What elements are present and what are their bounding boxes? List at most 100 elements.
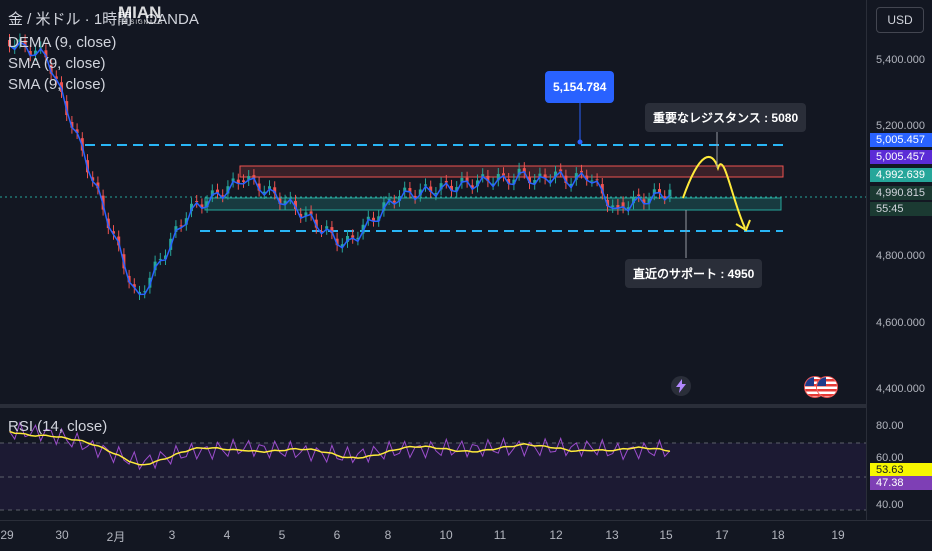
time-label: 15 [659, 528, 673, 542]
candle-body [398, 196, 401, 201]
candle-body [491, 183, 495, 185]
candle-body [335, 238, 339, 246]
candle-body [434, 193, 438, 195]
candle-body [309, 211, 313, 215]
candle-body [361, 224, 365, 234]
candle-body [403, 187, 407, 192]
lightning-icon[interactable] [671, 376, 691, 396]
resistance-callout[interactable]: 重要なレジスタンス : 5080 [645, 103, 807, 132]
rsi-tick: 80.00 [876, 420, 904, 432]
candle-body [476, 180, 479, 187]
time-label: 18 [771, 528, 785, 542]
candle-body [70, 121, 74, 128]
dema-price-label: 5,005.457 [870, 133, 932, 147]
candle-body [216, 189, 219, 193]
last-price-label: 4,992.639 [870, 168, 932, 182]
rsi-tick: 60.00 [876, 452, 904, 464]
candle-body [408, 188, 412, 193]
candle-body [460, 177, 464, 183]
candle-body [574, 173, 578, 180]
candle-body [528, 177, 531, 184]
candle-body [8, 40, 11, 47]
candle-body [580, 170, 583, 173]
candle-body [304, 212, 308, 216]
indicator-legend-sma-1[interactable]: SMA (9, close) [8, 55, 106, 72]
candle-body [294, 200, 297, 210]
brand-logo: MIAN FX SIGNALS [118, 3, 163, 26]
candle-body [538, 173, 542, 177]
price-tag-callout[interactable]: 5,154.784 [545, 71, 615, 103]
candle-body [455, 187, 459, 192]
candle-body [626, 207, 630, 210]
rsi-value-label: 47.38 [870, 476, 932, 490]
candle-body [190, 203, 193, 212]
candle-body [621, 202, 625, 208]
candle-body [49, 65, 53, 74]
price-chart[interactable] [0, 0, 866, 520]
time-label: 4 [223, 528, 231, 542]
candle-body [138, 291, 141, 295]
candle-body [543, 174, 547, 179]
price-axis[interactable] [866, 0, 932, 520]
pane-separator[interactable] [0, 404, 866, 408]
candle-body [242, 180, 245, 182]
candle-body [221, 195, 225, 197]
time-label: 12 [549, 528, 563, 542]
support-zone [204, 197, 782, 211]
candle-body [611, 205, 615, 207]
candle-body [652, 189, 656, 195]
candle-body [91, 177, 95, 181]
candle-body [210, 190, 214, 197]
candle-body [507, 178, 511, 184]
candle-body [569, 183, 573, 186]
candle-body [444, 180, 448, 183]
candle-body [392, 200, 396, 203]
candle-body [554, 171, 557, 178]
candle-body [283, 200, 287, 205]
rsi-tick: 40.00 [876, 499, 904, 511]
price-tick: 4,600.000 [876, 317, 925, 329]
rsi-legend[interactable]: RSI (14, close) [8, 418, 108, 435]
candle-body [377, 216, 381, 221]
logo-tagline: FX SIGNALS [118, 20, 164, 26]
candle-body [663, 196, 667, 199]
rsi-ma-line [9, 430, 671, 466]
candle-body [262, 191, 266, 193]
candle-body [382, 202, 386, 211]
indicator-legend-sma-2[interactable]: SMA (9, close) [8, 76, 106, 93]
support-callout[interactable]: 直近のサポート : 4950 [625, 259, 763, 288]
candle-body [34, 50, 37, 55]
candle-body [132, 284, 136, 288]
candle-body [278, 198, 282, 204]
candle-body [632, 196, 635, 204]
candle-body [174, 226, 178, 232]
candle-body [413, 195, 417, 198]
time-label: 19 [831, 528, 845, 542]
candle-body [158, 258, 162, 260]
bar-countdown-label: 55:45 [870, 202, 932, 216]
candle-body [429, 186, 433, 192]
symbol-title[interactable]: 金 / 米ドル · 1時間 · OANDA [8, 11, 199, 28]
candle-body [96, 182, 100, 189]
indicator-legend-dema[interactable]: DEMA (9, close) [8, 34, 117, 51]
rsi-ma-value-label: 53.63 [870, 463, 932, 477]
candle-body [195, 201, 199, 203]
candle-body [18, 39, 22, 43]
price-tick: 5,400.000 [876, 54, 925, 66]
time-label: 17 [715, 528, 729, 542]
candle-body [658, 189, 661, 193]
chart-canvas[interactable] [0, 0, 866, 520]
logo-name: MIAN [118, 3, 162, 22]
time-label: 5 [278, 528, 286, 542]
time-axis[interactable] [0, 520, 932, 551]
candle-body [616, 205, 620, 209]
us-flag-icon[interactable] [816, 376, 838, 398]
candle-body [637, 194, 641, 197]
candle-body [356, 237, 360, 240]
candle-body [668, 189, 672, 197]
candle-body [439, 183, 443, 190]
time-label: 3 [168, 528, 176, 542]
candle-body [314, 219, 318, 228]
candle-body [585, 175, 589, 180]
currency-button[interactable]: USD [876, 7, 924, 33]
